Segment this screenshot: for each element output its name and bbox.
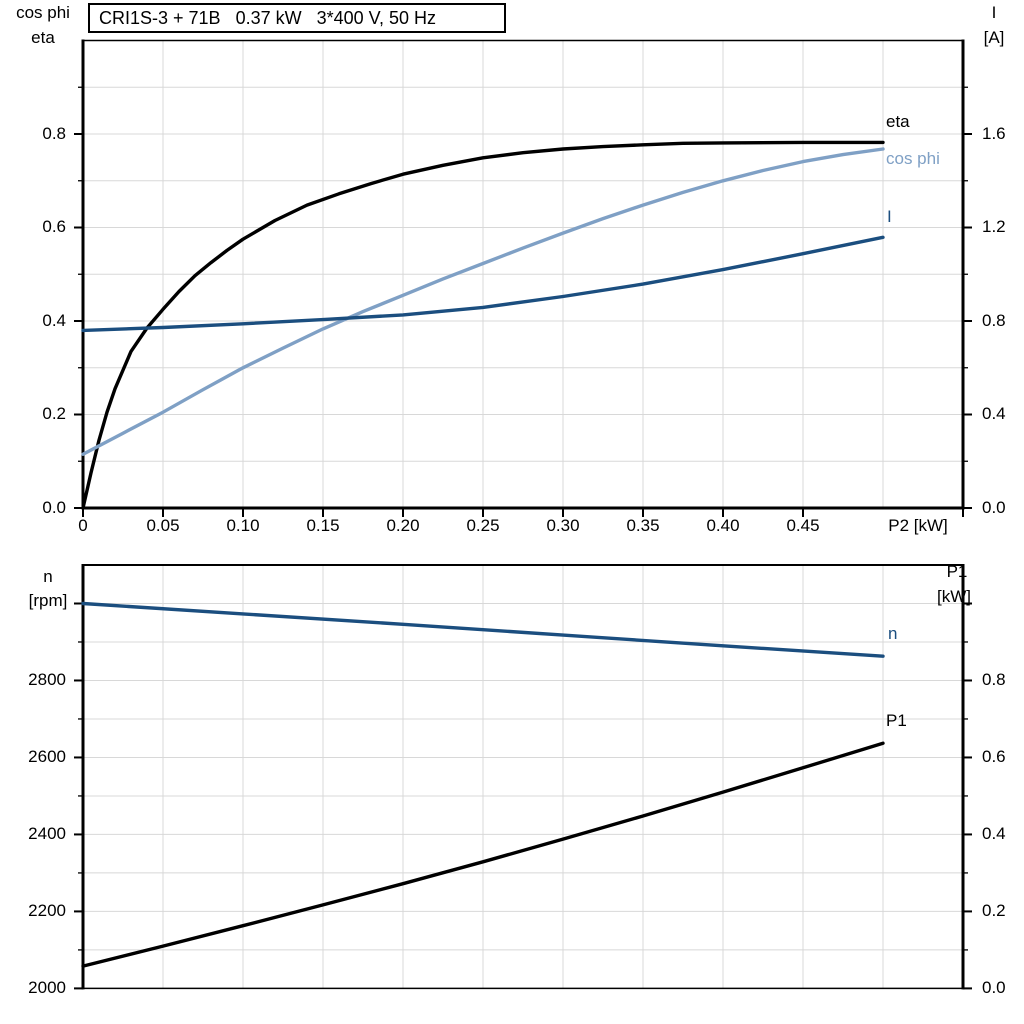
- y-tick-label: 0.2: [42, 404, 66, 423]
- x-tick-label: 0.25: [466, 516, 500, 535]
- p1-curve-label: P1: [886, 711, 907, 730]
- eta-curve: [81, 140, 885, 510]
- y-tick-label: 1.2: [982, 217, 1006, 236]
- y-tick-label: 0.6: [982, 747, 1006, 766]
- y-tick-label: 0.8: [982, 311, 1006, 330]
- y-tick-label: 0.2: [982, 901, 1006, 920]
- cos-phi-curve: [81, 147, 885, 456]
- i-curve: [81, 235, 885, 333]
- eta-curve-label: eta: [886, 112, 910, 131]
- x-tick-label: 0.05: [146, 516, 180, 535]
- bottom-right-axis-title-line1: P1: [946, 562, 968, 581]
- y-tick-label: 1.6: [982, 124, 1006, 143]
- n-curve-label: n: [888, 624, 898, 643]
- y-tick-label: 0.4: [42, 311, 66, 330]
- top-left-axis-title-line2: eta: [31, 28, 55, 47]
- x-tick-label: 0.45: [786, 516, 820, 535]
- x-axis-title: P2 [kW]: [888, 516, 948, 535]
- y-tick-label: 2600: [28, 747, 66, 766]
- y-tick-label: 0.8: [42, 124, 66, 143]
- top-left-axis-title-line1: cos phi: [16, 3, 70, 22]
- x-tick-label: 0.40: [706, 516, 740, 535]
- x-tick-label: 0.15: [306, 516, 340, 535]
- y-tick-label: 0.4: [982, 824, 1006, 843]
- x-tick-label: 0.10: [226, 516, 260, 535]
- y-tick-label: 0.0: [982, 498, 1006, 517]
- y-tick-label: 0.4: [982, 404, 1006, 423]
- y-tick-label: 2000: [28, 978, 66, 997]
- x-tick-label: 0: [78, 516, 88, 535]
- y-tick-label: 2200: [28, 901, 66, 920]
- chart-title: CRI1S-3 + 71B 0.37 kW 3*400 V, 50 Hz: [99, 7, 437, 28]
- n-curve: [81, 601, 885, 658]
- y-tick-label: 0.8: [982, 670, 1006, 689]
- p1-curve: [81, 741, 885, 968]
- x-tick-label: 0.35: [626, 516, 660, 535]
- y-tick-label: 2400: [28, 824, 66, 843]
- y-tick-label: 0.6: [42, 217, 66, 236]
- y-tick-label: 0.0: [42, 498, 66, 517]
- chart-title-box: CRI1S-3 + 71B 0.37 kW 3*400 V, 50 Hz: [88, 3, 506, 33]
- bottom-left-axis-title-line2: [rpm]: [28, 591, 68, 610]
- y-tick-label: 2800: [28, 670, 66, 689]
- top-right-axis-title-line2: [A]: [983, 28, 1005, 47]
- x-tick-label: 0.30: [546, 516, 580, 535]
- cos-phi-curve-label: cos phi: [886, 149, 940, 168]
- bottom-left-axis-title-line1: n: [43, 567, 53, 586]
- i-curve-label: I: [887, 207, 892, 226]
- top-right-axis-title-line1: I: [991, 3, 997, 22]
- x-tick-label: 0.20: [386, 516, 420, 535]
- y-tick-label: 0.0: [982, 978, 1006, 997]
- bottom-right-axis-title-line2: [kW]: [937, 587, 971, 606]
